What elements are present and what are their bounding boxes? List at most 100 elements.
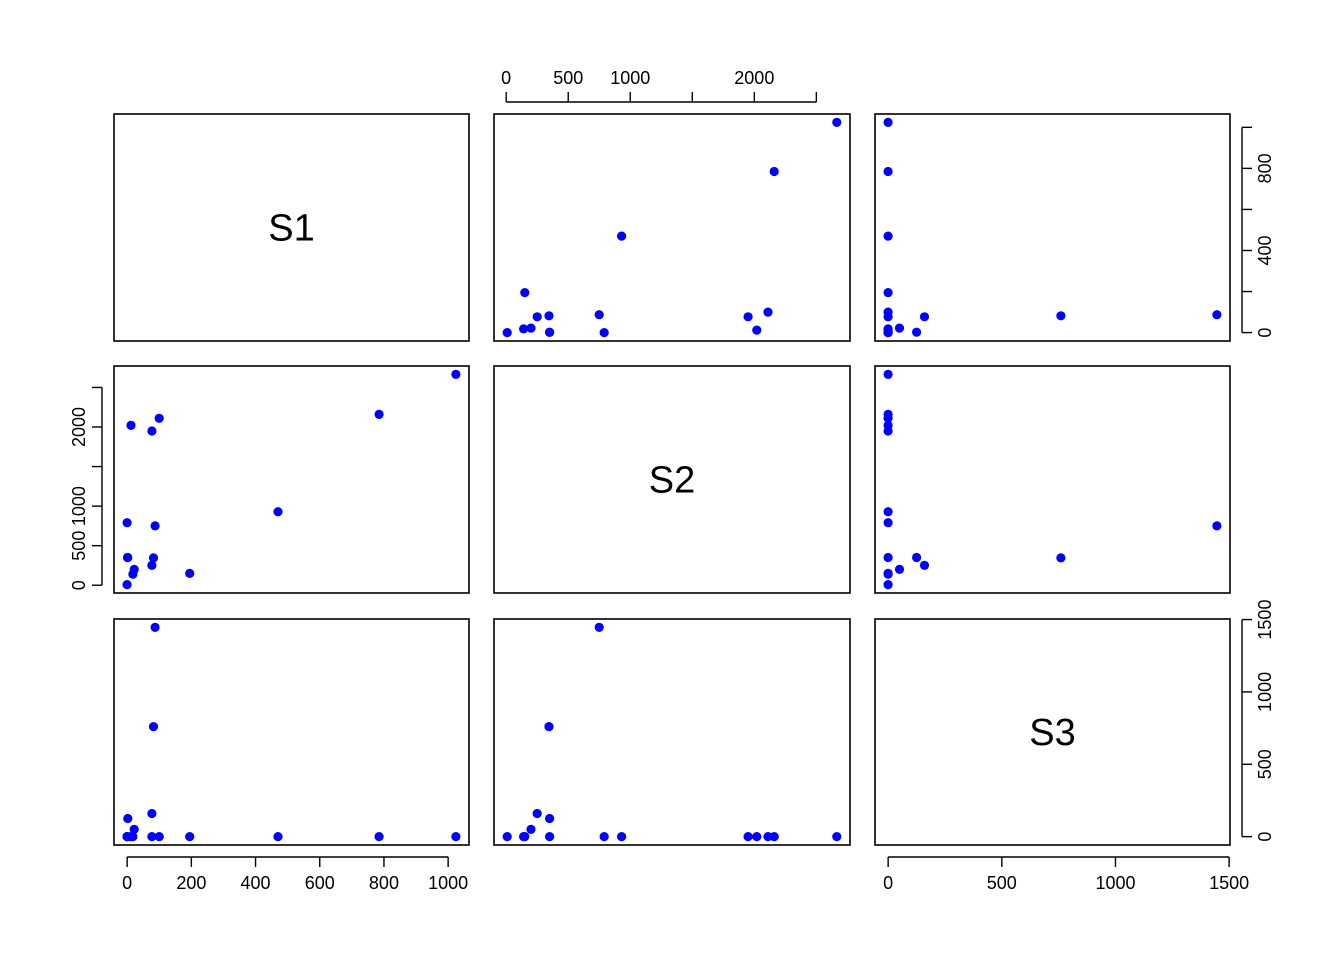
point-S1-vs-S2-2 (599, 328, 609, 338)
bottom-tick-label-S1-5: 1000 (428, 873, 468, 893)
point-S2-vs-S3-12 (1212, 521, 1222, 531)
bottom-tick-label-S3-1: 500 (987, 873, 1017, 893)
point-S1-vs-S3-9 (883, 231, 893, 241)
point-S2-vs-S3-9 (883, 507, 893, 517)
point-S3-vs-S2-13 (544, 722, 554, 732)
point-S2-vs-S3-10 (883, 409, 893, 419)
point-S3-vs-S2-12 (594, 622, 604, 633)
point-S2-vs-S1-6 (147, 426, 157, 436)
point-S3-vs-S1-6 (147, 832, 157, 842)
point-S3-vs-S2-1 (545, 832, 555, 842)
right-tick-label-S3-2: 1000 (1255, 672, 1275, 712)
right-tick-label-S1-4: 800 (1255, 153, 1275, 183)
bottom-tick-label-S3-3: 1500 (1209, 873, 1249, 893)
point-S3-vs-S1-13 (148, 722, 159, 732)
panel-S2-S3 (874, 365, 1231, 594)
point-S1-vs-S3-15 (912, 327, 922, 337)
point-S3-vs-S1-7 (154, 832, 164, 842)
point-S1-vs-S2-15 (545, 327, 555, 337)
top-tick-label-S2-1: 500 (553, 68, 583, 88)
point-S3-vs-S2-0 (502, 832, 512, 842)
panel-S1-S3 (874, 113, 1231, 342)
point-S2-vs-S3-14 (919, 560, 930, 571)
point-S1-vs-S3-5 (883, 325, 893, 335)
top-axis-S2: 0 500 1000 2000 (501, 68, 818, 103)
point-S2-vs-S1-10 (374, 409, 384, 419)
point-S2-vs-S1-13 (148, 553, 159, 563)
point-S3-vs-S1-15 (123, 813, 133, 824)
point-S1-vs-S2-0 (502, 328, 512, 338)
panel-S1-S1 (113, 113, 470, 342)
top-tick-label-S2-2: 1000 (610, 68, 650, 88)
left-tick-label-S2-4: 2000 (69, 407, 89, 447)
point-S2-vs-S3-8 (883, 568, 893, 579)
point-S3-vs-S1-14 (147, 808, 157, 819)
bottom-tick-label-S1-4: 800 (369, 873, 399, 893)
point-S3-vs-S1-12 (150, 622, 160, 633)
point-S1-vs-S3-11 (883, 117, 893, 127)
bottom-axis-S1: 0 200 400 600 800 1000 (122, 856, 468, 893)
point-S3-vs-S2-9 (617, 832, 627, 842)
point-S1-vs-S3-10 (883, 166, 893, 177)
point-S1-vs-S2-14 (532, 312, 542, 322)
point-S1-vs-S3-7 (883, 307, 893, 317)
point-S3-vs-S2-4 (526, 824, 536, 835)
point-S3-vs-S2-5 (752, 832, 762, 842)
point-S3-vs-S1-4 (129, 824, 139, 835)
bottom-tick-label-S3-2: 1000 (1095, 873, 1135, 893)
right-axis-S1: 0 400 800 (1241, 126, 1275, 338)
point-S1-vs-S2-8 (520, 288, 530, 298)
point-S2-vs-S1-15 (123, 552, 133, 563)
point-S2-vs-S3-11 (883, 369, 893, 379)
bottom-tick-label-S1-3: 600 (305, 873, 335, 893)
left-tick-label-S2-2: 1000 (69, 486, 89, 526)
point-S2-vs-S1-0 (122, 580, 132, 590)
point-S2-vs-S1-8 (185, 568, 195, 579)
point-S1-vs-S3-8 (883, 288, 893, 298)
point-S1-vs-S2-10 (769, 166, 779, 177)
point-S3-vs-S2-2 (599, 832, 609, 842)
right-tick-label-S3-1: 500 (1255, 749, 1275, 779)
point-S1-vs-S2-6 (743, 312, 753, 322)
point-S2-vs-S3-15 (912, 552, 922, 563)
panel-S3-S3 (874, 618, 1231, 846)
bottom-tick-label-S1-1: 200 (176, 873, 206, 893)
point-S1-vs-S3-13 (1056, 311, 1066, 321)
left-tick-label-S2-1: 500 (69, 531, 89, 561)
point-S2-vs-S1-14 (147, 560, 157, 571)
point-S1-vs-S2-4 (526, 323, 536, 333)
bottom-tick-label-S1-0: 0 (122, 873, 132, 893)
point-S2-vs-S1-7 (154, 413, 164, 423)
point-S2-vs-S1-12 (150, 521, 160, 531)
point-S2-vs-S3-4 (894, 564, 905, 575)
diagonal-label-S2: S2 (649, 460, 695, 502)
point-S2-vs-S3-0 (883, 580, 893, 590)
point-S3-vs-S2-15 (545, 813, 555, 824)
point-S1-vs-S2-12 (594, 310, 604, 320)
left-axis-S2: 0 500 1000 2000 (69, 386, 103, 590)
panel-S2-S2 (493, 365, 851, 594)
right-tick-label-S1-0: 0 (1255, 328, 1275, 338)
point-S1-vs-S2-7 (763, 307, 773, 317)
point-S1-vs-S3-14 (919, 312, 930, 322)
point-S2-vs-S1-4 (129, 564, 139, 575)
top-tick-label-S2-0: 0 (501, 68, 511, 88)
point-S3-vs-S2-14 (532, 808, 542, 819)
diagonal-label-S1: S1 (268, 208, 314, 250)
bottom-axis-S3: 0 500 1000 1500 (883, 856, 1249, 893)
bottom-tick-label-S3-0: 0 (883, 873, 893, 893)
point-S1-vs-S3-4 (894, 323, 905, 333)
right-tick-label-S3-0: 0 (1255, 832, 1275, 842)
point-S2-vs-S3-1 (883, 552, 893, 563)
point-S2-vs-S1-9 (273, 507, 283, 517)
point-S1-vs-S2-5 (752, 325, 762, 335)
point-S1-vs-S2-11 (832, 117, 842, 127)
point-S2-vs-S3-13 (1056, 553, 1066, 563)
point-S2-vs-S3-2 (883, 518, 893, 528)
point-S3-vs-S1-5 (126, 832, 136, 842)
point-S3-vs-S2-10 (769, 832, 779, 842)
point-S2-vs-S3-6 (883, 426, 893, 436)
panel-S3-S2 (493, 618, 851, 846)
point-S3-vs-S1-10 (374, 832, 384, 842)
